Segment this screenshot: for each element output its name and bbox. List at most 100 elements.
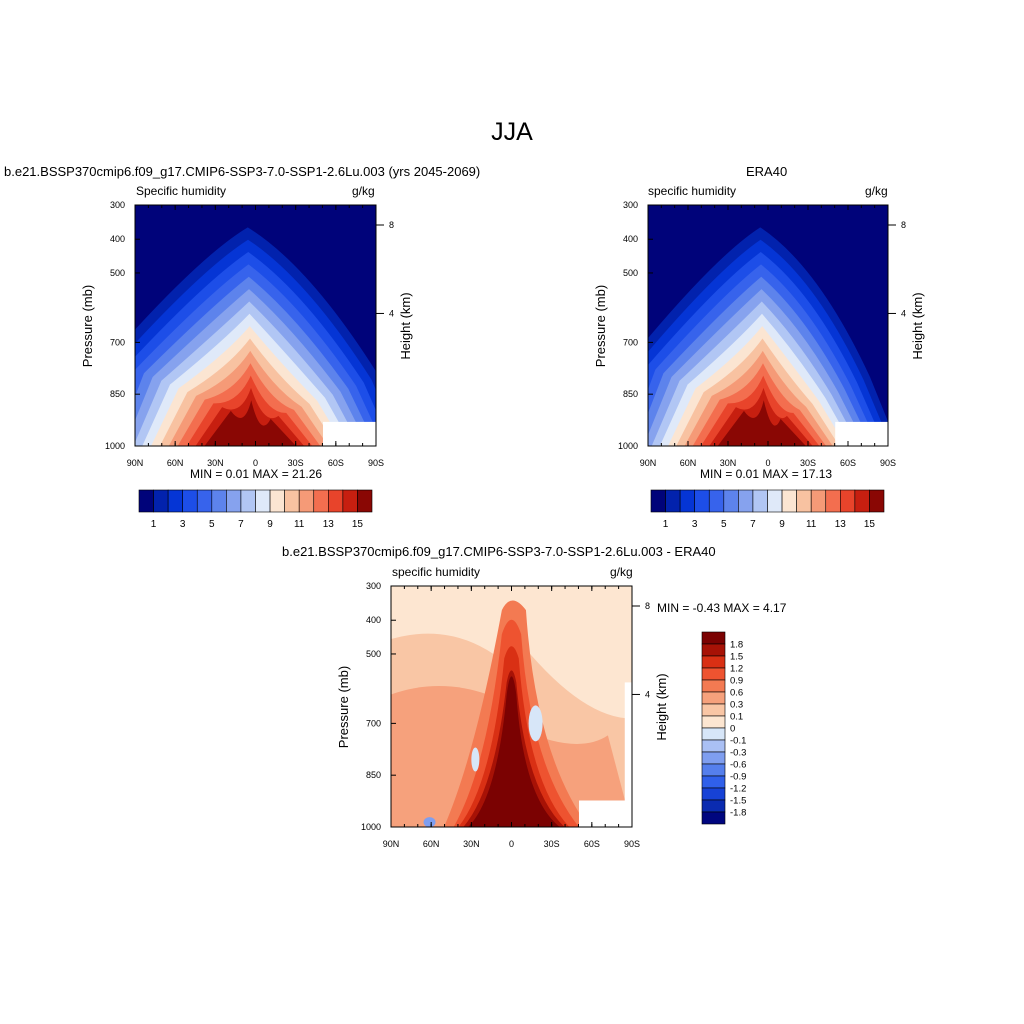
panel2-colorbar-box (738, 489, 754, 513)
panel2-colorbar-label: 3 (692, 519, 698, 530)
panel1-unit-label: g/kg (352, 184, 375, 198)
panel3-y2-tick-label: 4 (645, 689, 650, 699)
panel3-missing-region (624, 682, 632, 803)
panel1-variable-label: Specific humidity (136, 184, 227, 198)
panel1-x-tick-label: 90N (127, 458, 144, 468)
panel3-x-tick-label: 30N (463, 839, 480, 849)
panel3-y2-tick-label: 8 (645, 601, 650, 611)
panel3-missing-region (578, 800, 632, 827)
panel2-missing-region (835, 421, 888, 446)
panel2-colorbar-label: 9 (779, 519, 785, 530)
panel3-contour (423, 817, 436, 827)
panel2-y-tick-label: 400 (623, 234, 638, 244)
panel3-colorbar-label: 1.8 (730, 640, 743, 651)
panel2-colorbar-box (810, 489, 827, 513)
panel3-colorbar-label: 0.3 (730, 700, 743, 711)
panel3-contour (528, 705, 543, 742)
panel1-colorbar-box (284, 489, 300, 513)
panel3-colorbar-box (701, 763, 726, 777)
panel3-contour (471, 747, 480, 772)
panel1-colorbar-box (182, 489, 198, 513)
panel3-colorbar-box (701, 811, 726, 825)
panel1-y-tick-label: 500 (110, 268, 125, 278)
panel1-x-tick-label: 90S (368, 458, 384, 468)
panel2-colorbar-label: 15 (864, 519, 876, 530)
panel2-y-tick-label: 500 (623, 268, 638, 278)
panel1-colorbar-label: 9 (267, 519, 273, 530)
panel2-x-tick-label: 30S (800, 458, 816, 468)
panel3-colorbar-box (701, 751, 726, 765)
panel1-x-tick-label: 60S (328, 458, 344, 468)
panel2-colorbar-label: 13 (835, 519, 847, 530)
panel1-colorbar-label: 5 (209, 519, 215, 530)
panel3-y-axis-label: Pressure (mb) (336, 666, 351, 748)
panel3-colorbar-label: -1.8 (730, 808, 746, 819)
panel2-colorbar-label: 11 (806, 519, 817, 530)
panel3-colorbar-box (701, 691, 726, 705)
panel2-colorbar-box (869, 489, 885, 513)
panel3-x-tick-label: 30S (544, 839, 560, 849)
panel2-x-tick-label: 60N (680, 458, 697, 468)
panel2-x-tick-label: 0 (765, 458, 770, 468)
panel2-plot: 90N 60N 30N 0 30S 60S 90S 300 400 500 700 850 1000 8 4… (593, 200, 925, 468)
panel1-y-axis-label: Pressure (mb) (80, 285, 95, 367)
panel3-colorbar-box (701, 787, 726, 801)
panel1-colorbar-box (269, 489, 285, 513)
panel3-title: b.e21.BSSP370cmip6.f09_g17.CMIP6-SSP3-7.… (282, 544, 716, 559)
panel2-y-tick-label: 850 (623, 389, 638, 399)
panel1-y-tick-label: 400 (110, 234, 125, 244)
panel2-colorbar-box (796, 489, 812, 513)
panel1-y-tick-label: 1000 (105, 441, 125, 451)
panel2-colorbar-box (767, 489, 783, 513)
panel2-colorbar-box (825, 489, 841, 513)
panel3-colorbar-label: -0.6 (730, 760, 746, 771)
panel2-colorbar-box (840, 489, 856, 513)
panel1-y2-axis-label: Height (km) (398, 292, 413, 359)
panel1-colorbar-label: 13 (323, 519, 335, 530)
panel3-colorbar-box (701, 727, 726, 741)
panel2-variable-label: specific humidity (648, 184, 737, 198)
panel2-colorbar-label: 1 (663, 519, 669, 530)
panel2-x-tick-label: 90S (880, 458, 896, 468)
panel1-x-tick-label: 30N (207, 458, 224, 468)
panel1-colorbar-box (328, 489, 344, 513)
panel2-y-tick-label: 1000 (618, 441, 638, 451)
panel1-x-tick-label: 60N (167, 458, 184, 468)
panel3-contour (468, 676, 560, 827)
panel2-contour (717, 400, 806, 446)
panel2-colorbar-box (694, 489, 710, 513)
panel2-colorbar-box (665, 489, 681, 513)
panel1-colorbar-label: 7 (238, 519, 244, 530)
panel3-y-tick-label: 850 (366, 770, 381, 780)
panel1-colorbar: 1 3 5 7 9 11 13 15 (138, 489, 373, 530)
panel3-colorbar-box (701, 703, 726, 717)
panel3-colorbar-box (701, 631, 726, 645)
panel2-y2-tick-label: 4 (901, 308, 906, 318)
panel3-colorbar: 1.81.51.20.90.60.30.10-0.1-0.3-0.6-0.9-1… (701, 631, 746, 825)
panel1-colorbar-box (138, 489, 154, 513)
panel1-y-tick-label: 300 (110, 200, 125, 210)
panel3-colorbar-box (701, 679, 726, 693)
panel1-colorbar-box (357, 489, 373, 513)
panel3-x-tick-label: 0 (509, 839, 514, 849)
panel1-contour (204, 400, 296, 446)
panel2-y2-axis-label: Height (km) (910, 292, 925, 359)
panel1-colorbar-box (226, 489, 242, 513)
panel3-colorbar-label: -1.2 (730, 784, 746, 795)
panel2-colorbar-box (650, 489, 666, 513)
panel2-colorbar-box (752, 489, 768, 513)
panel3-colorbar-box (701, 655, 726, 669)
panel2-unit-label: g/kg (865, 184, 888, 198)
panel2-colorbar: 1 3 5 7 9 11 13 15 (650, 489, 885, 530)
panel3-y-tick-label: 400 (366, 615, 381, 625)
panel1-colorbar-label: 3 (180, 519, 186, 530)
panel1-colorbar-box (211, 489, 227, 513)
panel2-colorbar-label: 5 (721, 519, 727, 530)
panel2-colorbar-box (781, 489, 797, 513)
panel2-y2-tick-label: 8 (901, 220, 906, 230)
panel3-colorbar-label: 0 (730, 724, 735, 735)
panel3-x-tick-label: 90S (624, 839, 640, 849)
panel1-min-max: MIN = 0.01 MAX = 21.26 (190, 467, 323, 481)
panel3-colorbar-label: -0.1 (730, 736, 746, 747)
